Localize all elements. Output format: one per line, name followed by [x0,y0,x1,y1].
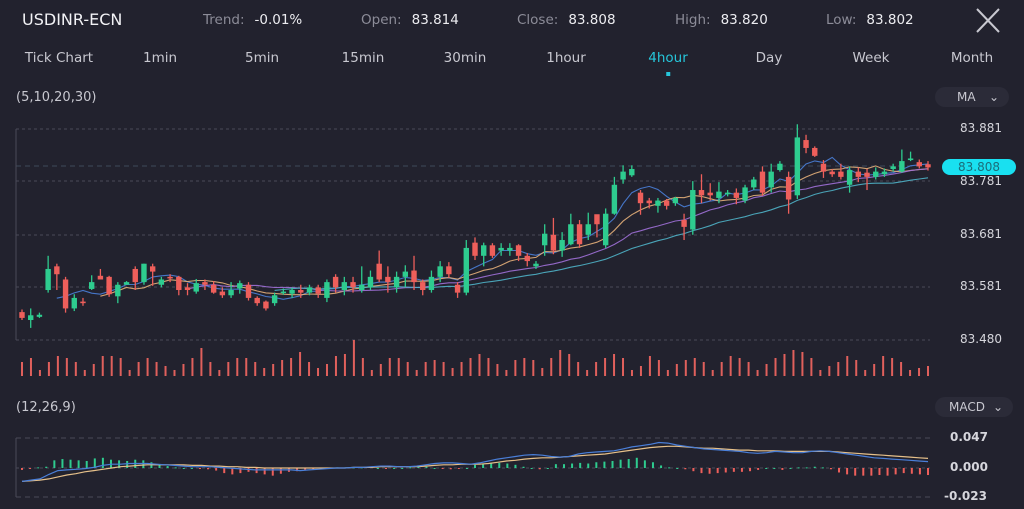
stat-label: Open: [361,12,402,28]
macd-axis-label: 0.000 [950,460,988,474]
stat-label: Trend: [203,12,245,28]
stat-close: Close: 83.808 [517,12,616,28]
tab-label: 30min [443,50,487,66]
macd-select-label: MACD [949,400,985,414]
tab-week[interactable]: Week [853,50,890,66]
ma-params-label: (5,10,20,30) [16,90,97,105]
symbol-title: USDINR-ECN [22,10,123,29]
macd-indicator-select[interactable]: MACD ⌄ [935,397,1013,417]
tab-label: 1min [142,50,178,66]
tab-label: Tick Chart [24,50,94,66]
stat-value: 83.808 [568,12,616,28]
ma-select-label: MA [957,90,976,104]
active-tab-indicator [665,72,670,76]
chevron-down-icon: ⌄ [992,400,1003,414]
tab-1hour[interactable]: 1hour [546,50,586,66]
macd-axis-label: 0.047 [950,430,988,444]
macd-params-label: (12,26,9) [16,400,76,415]
tab-4hour[interactable]: 4hour [648,50,688,76]
stat-value: -0.01% [254,12,303,28]
chevron-down-icon: ⌄ [988,90,999,104]
tab-1min[interactable]: 1min [143,50,177,66]
price-axis-label: 83.480 [960,332,1002,346]
price-axis-label: 83.881 [960,121,1002,135]
stat-trend: Trend: -0.01% [203,12,302,28]
tab-tick-chart[interactable]: Tick Chart [25,50,93,66]
tab-label: 1hour [546,50,586,66]
timeframe-tabs: Tick Chart 1min 5min 15min 30min 1hour 4hour Da… [0,50,1024,80]
macd-axis-label: -0.023 [944,489,987,503]
stat-value: 83.814 [411,12,459,28]
tab-day[interactable]: Day [756,50,783,66]
stat-label: Close: [517,12,559,28]
stat-label: High: [675,12,711,28]
tab-label: 5min [244,50,280,66]
tab-15min[interactable]: 15min [342,50,385,66]
tab-label: Week [852,50,890,66]
stat-label: Low: [826,12,857,28]
close-x-icon[interactable] [972,6,1004,36]
header: USDINR-ECN Trend: -0.01% Open: 83.814 Close:… [0,0,1024,40]
price-axis-label: 83.781 [960,174,1002,188]
ma-indicator-select[interactable]: MA ⌄ [935,87,1009,107]
stat-high: High: 83.820 [675,12,768,28]
price-axis-label: 83.681 [960,227,1002,241]
tab-month[interactable]: Month [951,50,993,66]
tab-label: Day [755,50,783,66]
tab-label: 15min [341,50,385,66]
stat-open: Open: 83.814 [361,12,459,28]
price-axis-label: 83.581 [960,279,1002,293]
tab-30min[interactable]: 30min [444,50,487,66]
current-price-tag: 83.808 [942,159,1016,175]
stat-value: 83.802 [866,12,914,28]
stat-low: Low: 83.802 [826,12,914,28]
tab-5min[interactable]: 5min [245,50,279,66]
tab-label: Month [950,50,994,66]
stat-value: 83.820 [720,12,768,28]
tab-label: 4hour [648,50,688,66]
